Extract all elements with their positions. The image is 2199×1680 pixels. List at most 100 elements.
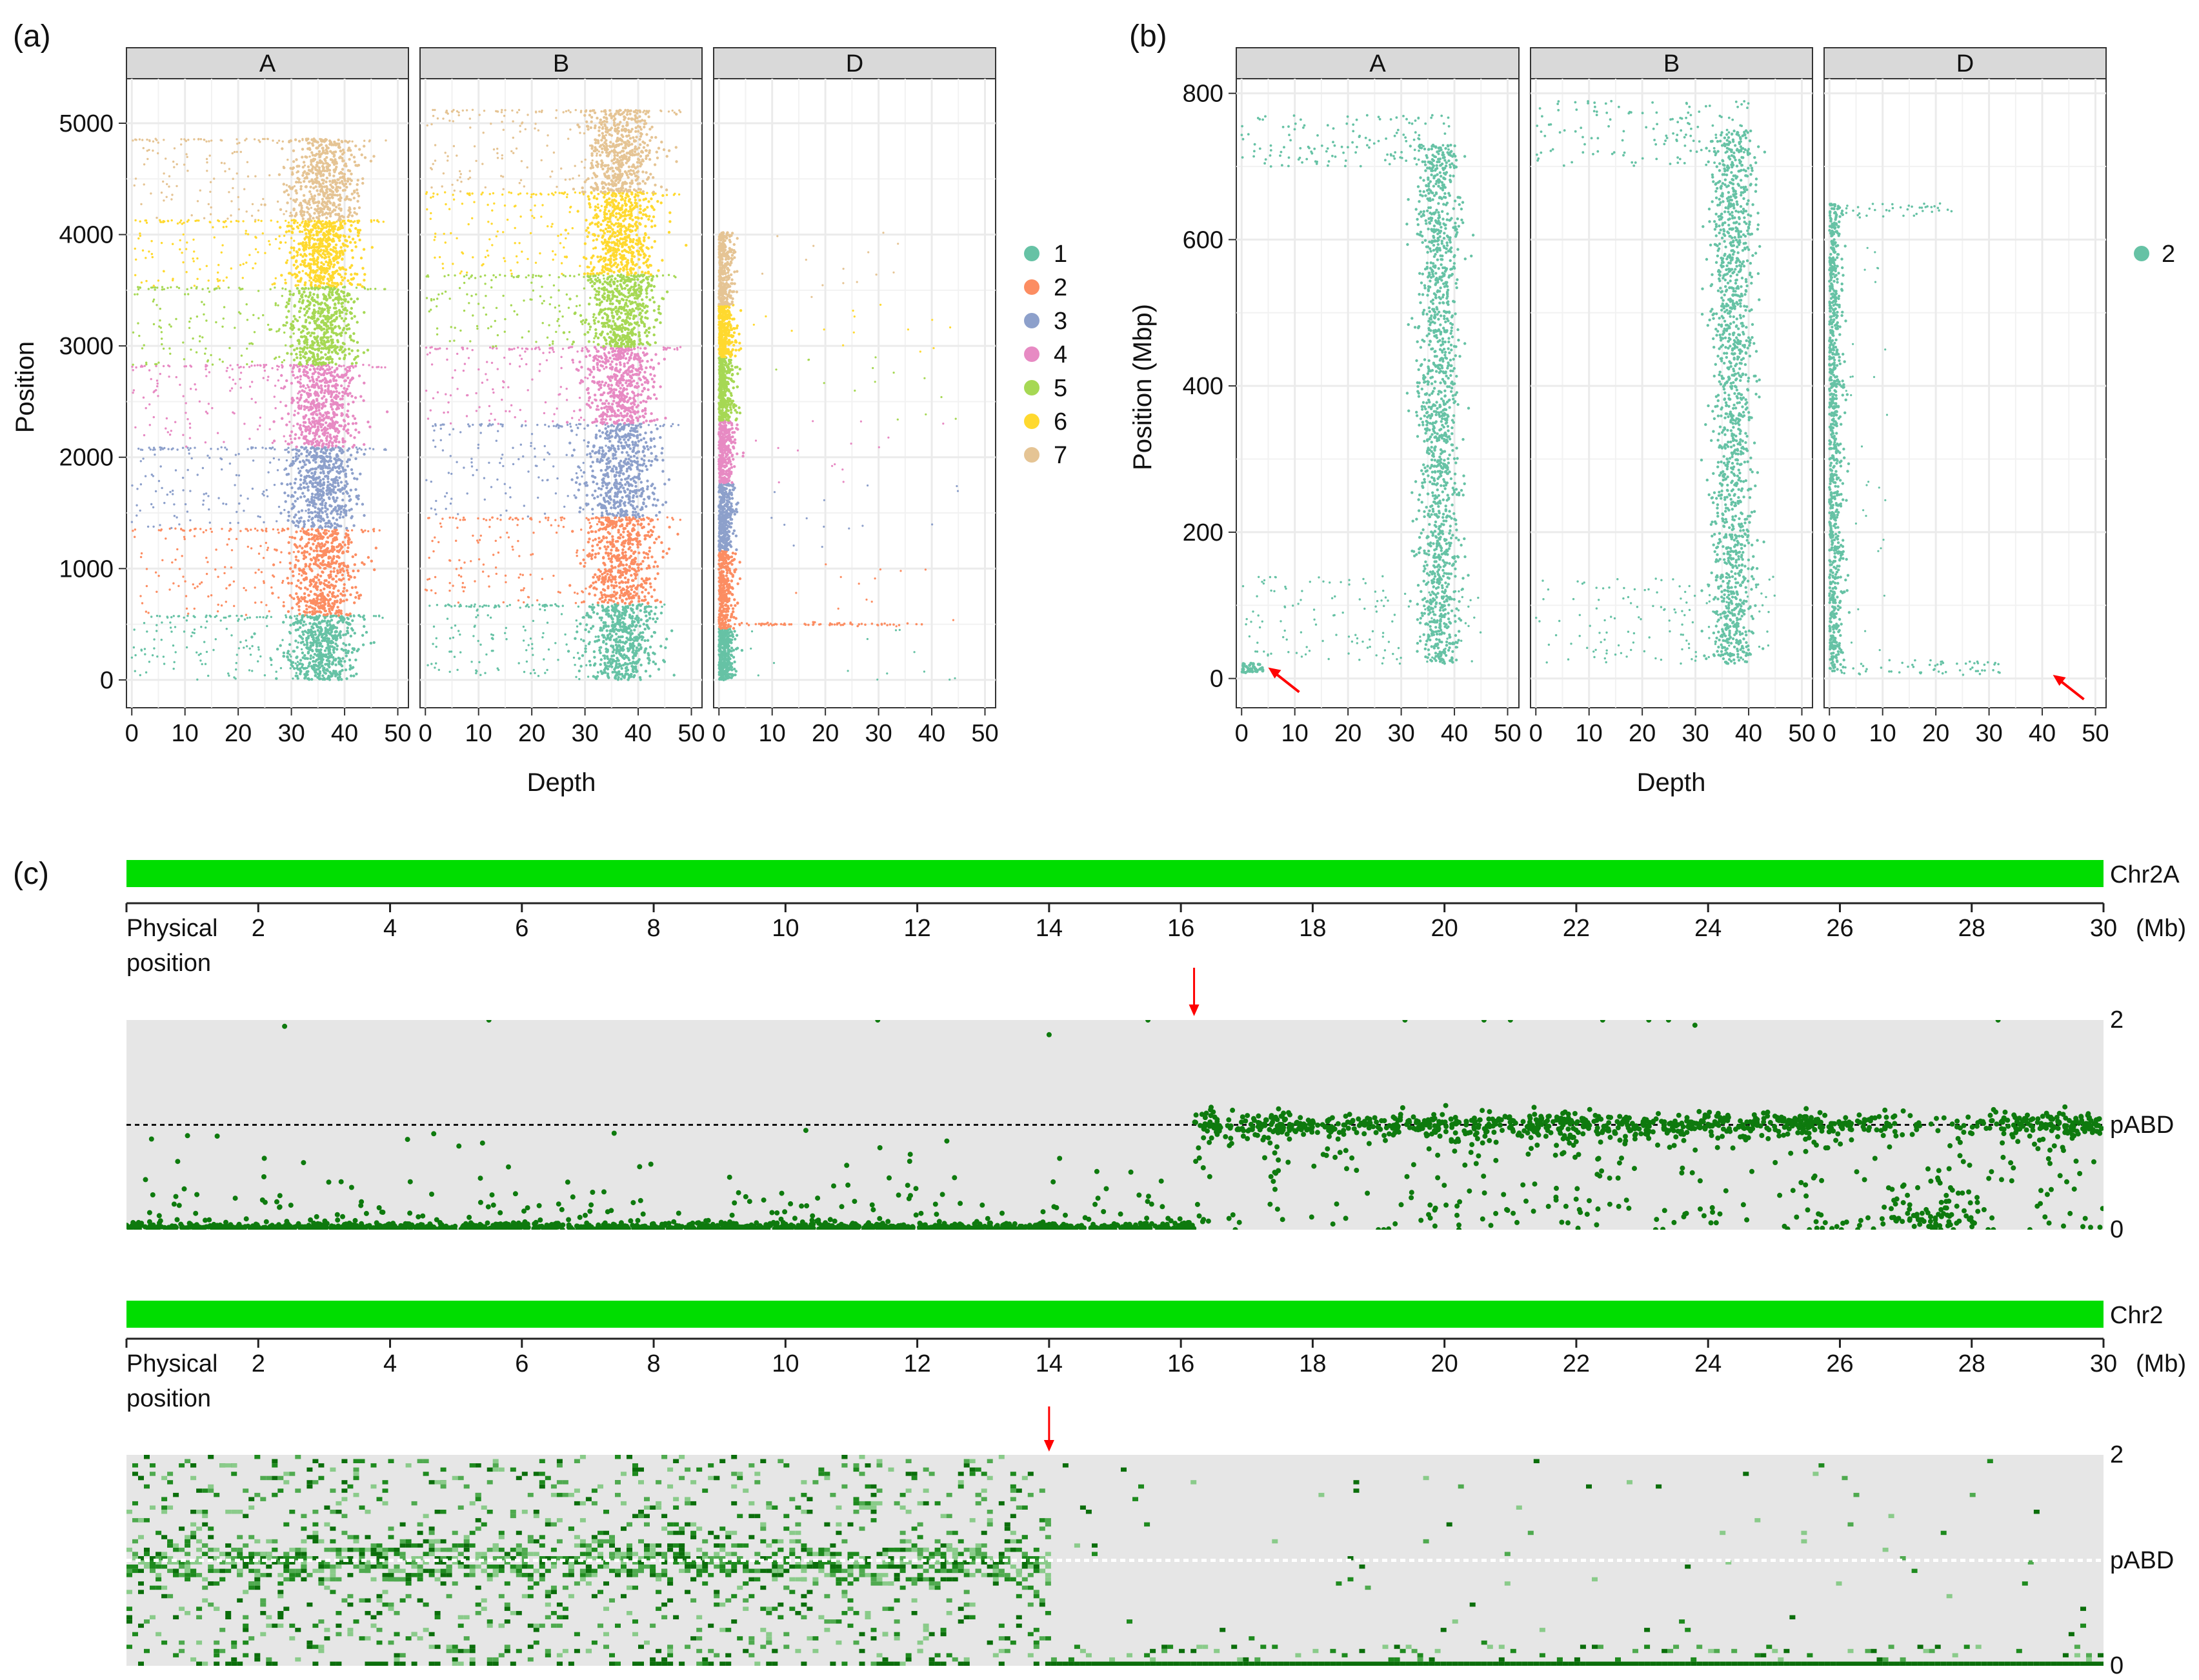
- data-point: [290, 225, 293, 228]
- data-point: [142, 396, 145, 399]
- data-point: [294, 437, 297, 441]
- data-point: [156, 304, 158, 306]
- data-point: [330, 291, 334, 294]
- data-point: [289, 212, 292, 214]
- data-point: [299, 185, 303, 188]
- data-point: [348, 157, 351, 161]
- data-point: [312, 365, 314, 367]
- data-point: [265, 447, 267, 450]
- data-point: [331, 239, 334, 242]
- data-point: [337, 484, 340, 487]
- data-point: [326, 277, 330, 281]
- data-point: [292, 315, 296, 318]
- data-point: [242, 263, 245, 265]
- data-point: [328, 519, 331, 523]
- data-point: [312, 308, 316, 312]
- data-point: [140, 203, 143, 206]
- data-point: [182, 395, 185, 397]
- data-point: [304, 476, 308, 479]
- data-point: [312, 635, 315, 639]
- data-point: [332, 532, 335, 535]
- data-point: [254, 235, 257, 238]
- data-point: [272, 528, 275, 531]
- data-point: [168, 185, 170, 188]
- data-point: [345, 651, 348, 655]
- data-point: [328, 610, 331, 613]
- data-point: [309, 641, 312, 645]
- data-point: [312, 640, 316, 643]
- data-point: [317, 626, 320, 629]
- data-point: [154, 454, 156, 456]
- data-point: [330, 614, 332, 617]
- data-point: [292, 367, 294, 370]
- data-point: [232, 177, 234, 180]
- data-point: [310, 423, 313, 426]
- data-point: [224, 566, 226, 568]
- data-point: [208, 140, 210, 143]
- data-point: [337, 673, 341, 677]
- data-point: [308, 379, 312, 383]
- data-point: [294, 615, 296, 617]
- data-point: [298, 612, 301, 615]
- data-point: [320, 658, 323, 661]
- data-point: [240, 615, 243, 617]
- data-point: [326, 384, 330, 387]
- data-point: [324, 466, 328, 469]
- data-point: [338, 357, 341, 360]
- data-point: [150, 377, 152, 381]
- data-point: [345, 490, 348, 494]
- data-point: [354, 553, 357, 556]
- data-point: [245, 589, 247, 592]
- data-point: [290, 230, 294, 234]
- data-point: [308, 252, 312, 256]
- data-point: [230, 200, 233, 203]
- data-point: [336, 288, 339, 292]
- data-point: [305, 550, 309, 554]
- data-point: [206, 360, 209, 363]
- data-point: [333, 154, 336, 157]
- data-point: [301, 430, 304, 434]
- x-tick-label: 10: [172, 720, 199, 747]
- data-point: [235, 537, 238, 541]
- data-point: [339, 612, 343, 615]
- data-point: [309, 654, 312, 657]
- data-point: [305, 614, 308, 617]
- data-point: [351, 140, 354, 143]
- data-point: [187, 612, 190, 615]
- data-point: [273, 483, 276, 486]
- data-point: [297, 227, 299, 230]
- data-point: [319, 581, 323, 585]
- data-point: [319, 549, 322, 552]
- data-point: [315, 615, 318, 618]
- data-point: [268, 428, 271, 430]
- data-point: [350, 192, 354, 195]
- data-point: [156, 655, 159, 658]
- facet-strip: [126, 47, 409, 79]
- data-point: [308, 515, 311, 519]
- data-point: [166, 431, 169, 434]
- data-point: [319, 588, 323, 592]
- data-point: [205, 556, 208, 559]
- data-point: [141, 139, 144, 141]
- data-point: [290, 352, 293, 355]
- data-point: [336, 645, 339, 648]
- data-point: [335, 205, 338, 209]
- data-point: [176, 548, 179, 551]
- data-point: [297, 526, 300, 528]
- data-point: [357, 648, 360, 651]
- data-point: [352, 569, 355, 573]
- data-point: [340, 225, 344, 228]
- data-point: [303, 399, 306, 403]
- data-point: [342, 570, 345, 573]
- data-point: [299, 375, 303, 378]
- data-point: [259, 655, 262, 658]
- data-point: [316, 176, 319, 179]
- data-point: [193, 138, 196, 141]
- data-point: [330, 314, 334, 317]
- data-point: [299, 306, 303, 310]
- data-point: [306, 666, 308, 670]
- data-point: [325, 176, 328, 180]
- data-point: [311, 378, 314, 382]
- data-point: [228, 168, 231, 170]
- data-point: [299, 428, 303, 431]
